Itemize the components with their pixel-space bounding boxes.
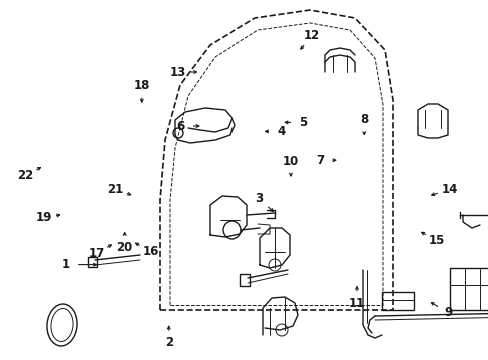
Text: 15: 15: [427, 234, 444, 247]
Text: 6: 6: [176, 120, 184, 132]
Bar: [381, 292, 413, 310]
Bar: [240, 274, 249, 286]
Text: 22: 22: [17, 169, 34, 182]
Text: 5: 5: [299, 116, 307, 129]
Text: 11: 11: [348, 297, 365, 310]
Text: 13: 13: [170, 66, 186, 78]
Text: 9: 9: [444, 306, 452, 319]
Text: 21: 21: [107, 183, 123, 195]
Text: 18: 18: [133, 79, 150, 92]
Text: 3: 3: [255, 192, 263, 205]
Text: 19: 19: [36, 211, 52, 224]
Text: 2: 2: [164, 337, 172, 350]
Bar: [88, 257, 97, 267]
Text: 14: 14: [441, 183, 457, 196]
Text: 7: 7: [315, 154, 324, 167]
Bar: [449, 268, 488, 310]
Text: 4: 4: [277, 125, 285, 138]
Text: 10: 10: [282, 154, 299, 167]
Text: 8: 8: [360, 113, 367, 126]
Text: 12: 12: [303, 29, 320, 42]
Text: 17: 17: [88, 247, 104, 260]
Text: 1: 1: [61, 258, 70, 271]
Text: 20: 20: [116, 241, 133, 254]
Text: 16: 16: [142, 245, 159, 258]
